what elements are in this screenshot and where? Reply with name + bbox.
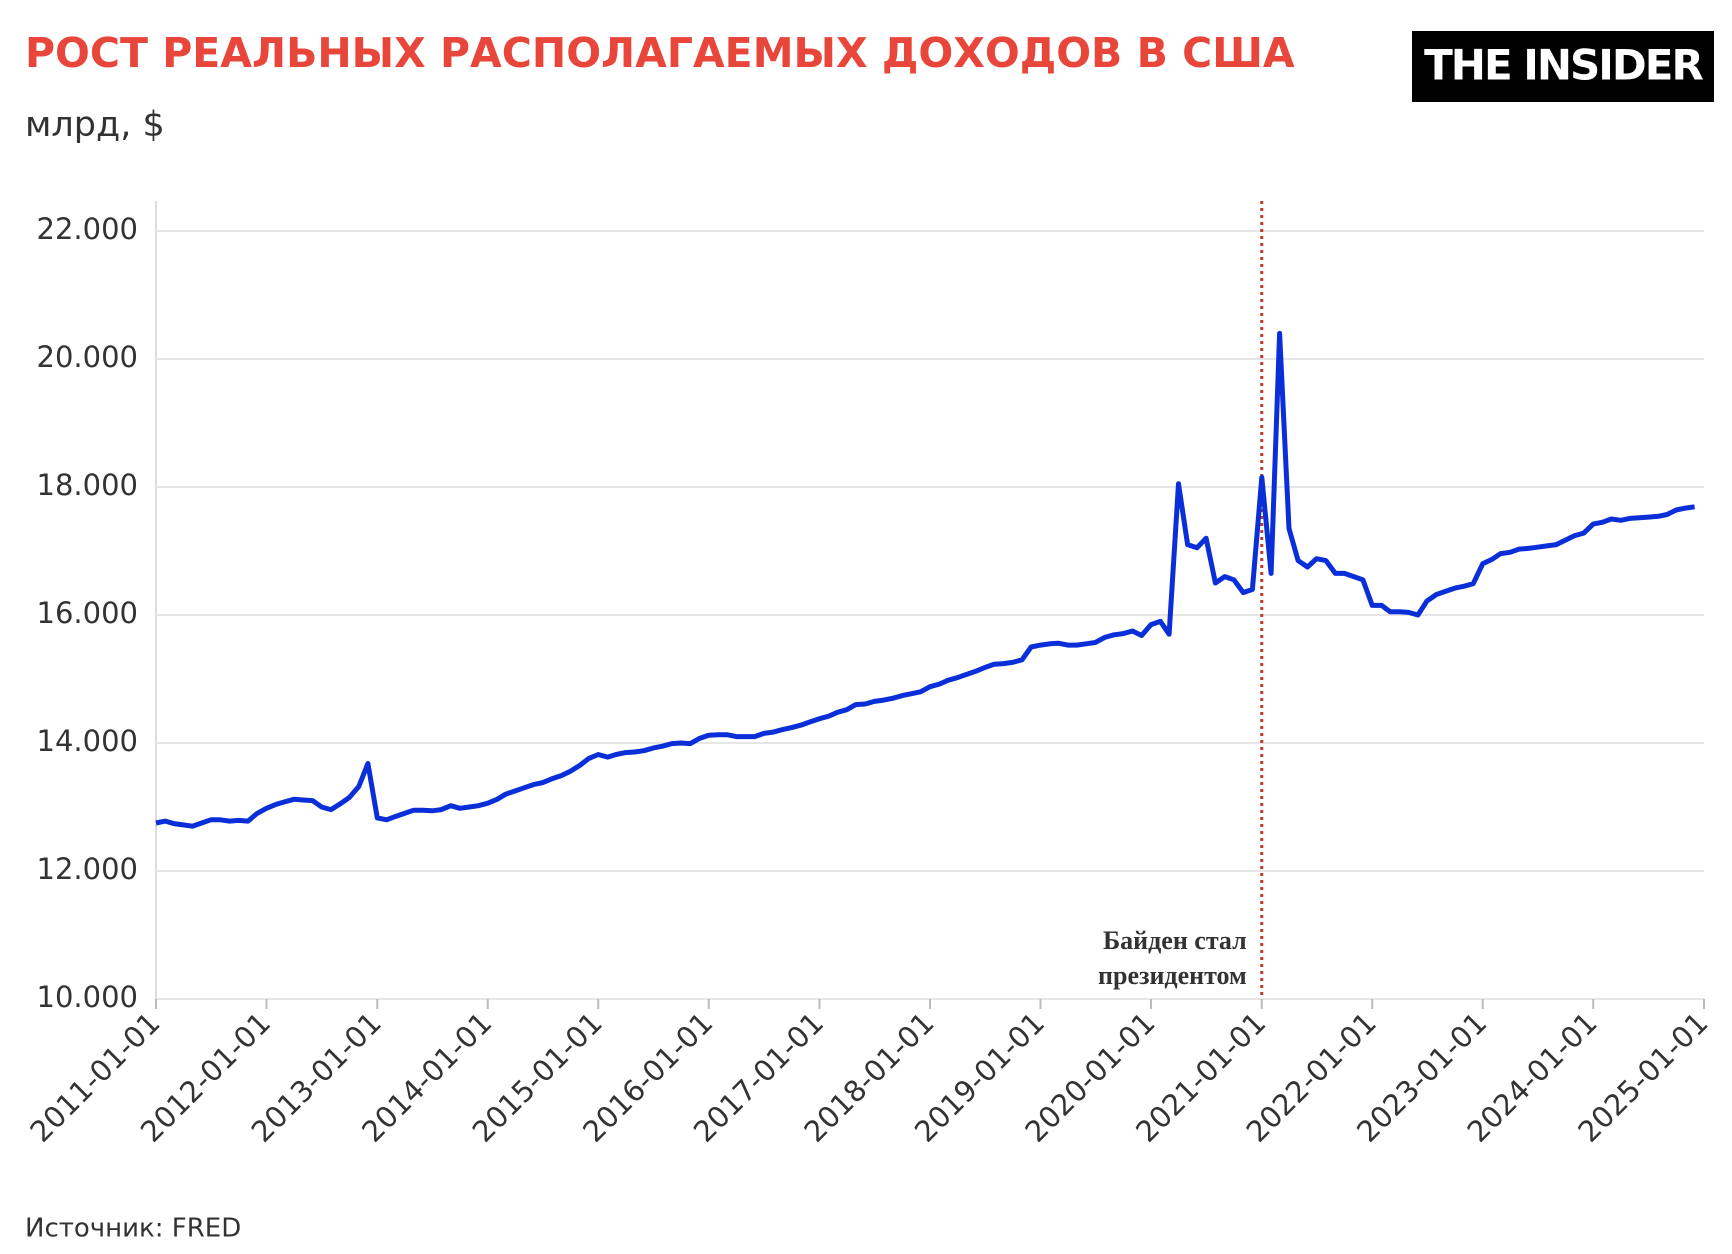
y-tick-label: 10.000 <box>37 980 138 1014</box>
source: Источник: FRED <box>25 1214 241 1244</box>
y-tick-label: 14.000 <box>37 724 138 758</box>
y-tick-label: 12.000 <box>37 852 138 886</box>
y-tick-label: 22.000 <box>37 212 138 246</box>
logo: THE INSIDER <box>1424 41 1703 90</box>
data-line <box>155 330 1695 829</box>
y-tick-label: 16.000 <box>37 596 138 630</box>
annotation-text: президентом <box>1098 961 1247 990</box>
annotation-text: Байден стал <box>1103 926 1247 955</box>
y-tick-label: 20.000 <box>37 340 138 374</box>
y-tick-label: 18.000 <box>37 468 138 502</box>
logo-box <box>1412 31 1714 102</box>
chart-title: РОСТ РЕАЛЬНЫХ РАСПОЛАГАЕМЫХ ДОХОДОВ В СШ… <box>25 29 1295 77</box>
chart-subtitle: млрд, $ <box>25 105 165 145</box>
